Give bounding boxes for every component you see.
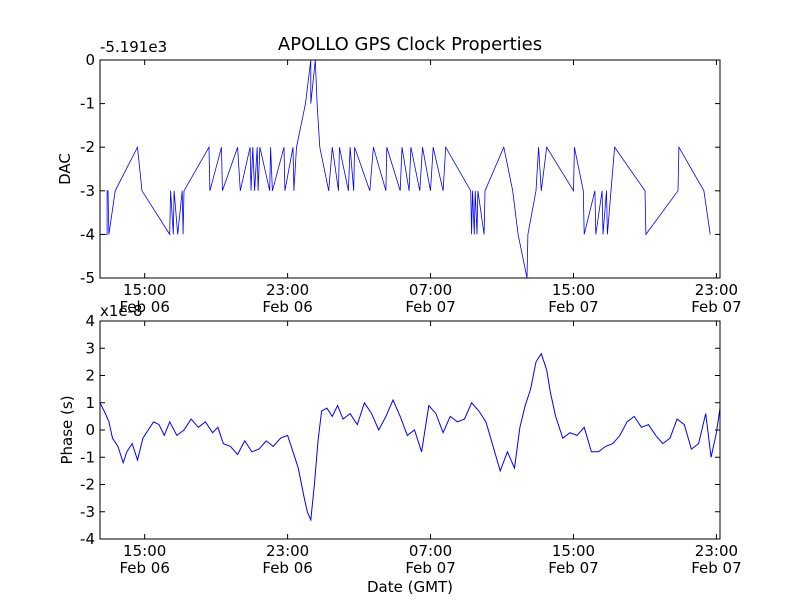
dac-y-axis-label: DAC bbox=[56, 153, 74, 185]
y-tick-label: -5 bbox=[80, 269, 95, 287]
x-tick-label-date: Feb 06 bbox=[119, 298, 169, 316]
y-tick-label: 0 bbox=[85, 421, 95, 439]
y-tick-label: 2 bbox=[85, 367, 95, 385]
x-tick-label-date: Feb 07 bbox=[691, 298, 741, 316]
x-tick-label-time: 23:00 bbox=[266, 281, 309, 299]
x-tick-label-time: 23:00 bbox=[695, 542, 738, 560]
x-tick-label-time: 15:00 bbox=[123, 281, 166, 299]
y-tick-label: -4 bbox=[80, 530, 95, 548]
dac-series-line bbox=[100, 59, 711, 279]
x-axis-label: Date (GMT) bbox=[367, 578, 453, 596]
dac-offset-label: -5.191e3 bbox=[100, 38, 167, 56]
x-tick-label-date: Feb 07 bbox=[405, 559, 455, 577]
y-tick-label: -2 bbox=[80, 138, 95, 156]
dac-plot-frame bbox=[99, 59, 721, 279]
y-tick-label: 4 bbox=[85, 312, 95, 330]
x-tick-label-date: Feb 07 bbox=[548, 298, 598, 316]
x-tick-label-time: 07:00 bbox=[409, 281, 452, 299]
x-tick-label-date: Feb 07 bbox=[405, 298, 455, 316]
x-tick-label-time: 23:00 bbox=[695, 281, 738, 299]
y-tick-label: -1 bbox=[80, 95, 95, 113]
phase-offset-label: x1e-8 bbox=[100, 302, 143, 320]
chart-title: APOLLO GPS Clock Properties bbox=[278, 34, 542, 55]
x-tick-label-time: 15:00 bbox=[552, 542, 595, 560]
y-tick-label: -3 bbox=[80, 503, 95, 521]
x-tick-label-date: Feb 07 bbox=[691, 559, 741, 577]
phase-y-ticks: 4 3 2 1 0 -1 -2 -3 -4 bbox=[80, 312, 720, 548]
x-tick-label-date: Feb 06 bbox=[119, 559, 169, 577]
y-tick-label: 1 bbox=[85, 394, 95, 412]
phase-y-axis-label: Phase (s) bbox=[58, 395, 76, 464]
y-tick-label: -2 bbox=[80, 476, 95, 494]
phase-series-line bbox=[99, 352, 721, 522]
y-tick-label: -4 bbox=[80, 225, 95, 243]
x-tick-label-time: 07:00 bbox=[409, 542, 452, 560]
x-tick-label-time: 15:00 bbox=[123, 542, 166, 560]
x-tick-label-date: Feb 06 bbox=[262, 298, 312, 316]
y-tick-label: 0 bbox=[85, 51, 95, 69]
x-tick-label-time: 15:00 bbox=[552, 281, 595, 299]
y-tick-label: -3 bbox=[80, 182, 95, 200]
x-tick-label-time: 23:00 bbox=[266, 542, 309, 560]
y-tick-label: -1 bbox=[80, 448, 95, 466]
phase-plot-frame bbox=[99, 320, 721, 540]
y-tick-label: 3 bbox=[85, 339, 95, 357]
x-tick-label-date: Feb 07 bbox=[548, 559, 598, 577]
dac-y-ticks: 0 -1 -2 -3 -4 -5 bbox=[80, 51, 720, 287]
x-tick-label-date: Feb 06 bbox=[262, 559, 312, 577]
